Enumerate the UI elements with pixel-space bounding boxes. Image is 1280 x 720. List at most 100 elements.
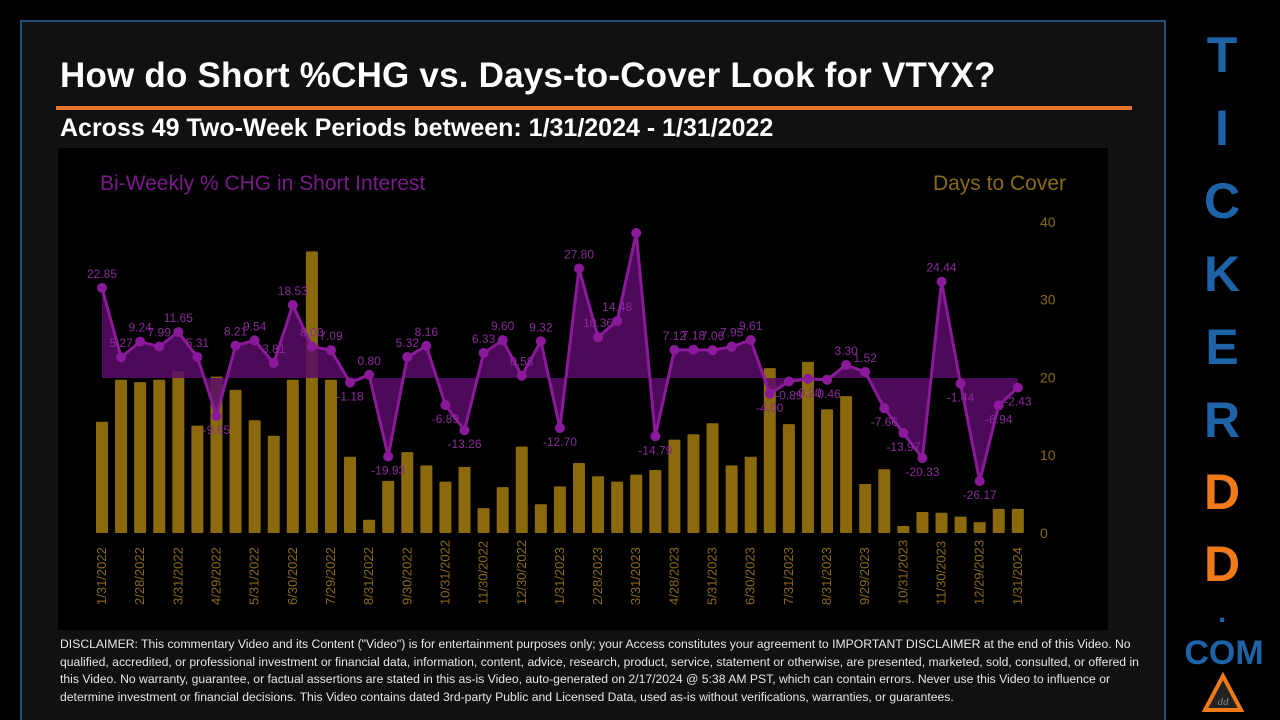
short-chg-point: [764, 388, 775, 399]
short-chg-point: [211, 411, 222, 422]
brand-letter: E: [1205, 319, 1239, 375]
short-chg-data-label: 9.61: [739, 319, 763, 333]
days-to-cover-bar: [744, 456, 757, 533]
days-to-cover-bar: [477, 508, 490, 533]
short-chg-point: [593, 332, 604, 343]
short-chg-point: [497, 335, 508, 346]
days-to-cover-bar: [801, 361, 814, 533]
x-axis-tick: 1/31/2023: [552, 547, 567, 605]
x-axis-tick: 11/30/2022: [476, 541, 491, 605]
short-chg-point: [955, 378, 966, 389]
days-to-cover-bar: [267, 435, 280, 533]
short-chg-point: [726, 341, 737, 352]
short-chg-data-label: 8.00: [300, 325, 324, 339]
short-chg-point: [306, 341, 317, 352]
triangle-logo-icon: dd: [1202, 672, 1244, 712]
days-to-cover-bar: [229, 389, 242, 533]
short-chg-data-label: 7.09: [319, 329, 343, 343]
short-chg-point: [612, 315, 623, 326]
short-chg-data-label: 0.80: [357, 354, 381, 368]
days-to-cover-bar: [344, 456, 357, 533]
short-chg-point: [459, 425, 470, 436]
days-to-cover-bar: [725, 465, 738, 533]
short-chg-data-label: 24.44: [927, 261, 957, 275]
short-chg-data-label: 7.12: [663, 329, 687, 343]
page-subtitle: Across 49 Two-Week Periods between: 1/31…: [60, 114, 774, 142]
page-title: How do Short %CHG vs. Days-to-Cover Look…: [60, 56, 996, 95]
short-chg-data-label: 9.54: [243, 319, 267, 333]
short-chg-point: [631, 228, 642, 239]
x-axis-tick: 10/31/2023: [895, 540, 910, 605]
short-chg-point: [1012, 382, 1023, 393]
short-chg-data-label: -13.97: [886, 440, 920, 454]
short-chg-data-label: 18.53: [278, 284, 308, 298]
days-to-cover-bar: [897, 525, 910, 533]
days-to-cover-bar: [134, 382, 147, 533]
title-divider: [56, 106, 1132, 110]
short-chg-data-label: 7.99: [148, 326, 172, 340]
chart-area: 22.85 5.27 9.24 7.99 11.65 5.31 -9.65 8.21 9.54 3…: [58, 148, 1108, 630]
brand-letter: K: [1203, 246, 1241, 302]
x-axis-tick: 9/30/2022: [399, 547, 414, 605]
x-axis-tick: 3/31/2022: [170, 547, 185, 605]
days-to-cover-bar: [1011, 508, 1024, 533]
short-chg-data-label: 5.27: [109, 336, 133, 350]
brand-dot: .: [1217, 596, 1227, 629]
short-chg-point: [669, 344, 680, 355]
short-chg-point: [383, 451, 394, 462]
days-to-cover-bar: [286, 379, 299, 533]
short-chg-point: [516, 370, 527, 381]
days-to-cover-bar: [878, 469, 891, 533]
days-to-cover-bar: [973, 522, 986, 533]
short-chg-point: [822, 374, 833, 385]
short-chg-data-label: -1.44: [947, 391, 975, 405]
x-axis-tick: 1/31/2022: [94, 547, 109, 605]
short-chg-point: [173, 327, 184, 338]
short-chg-data-label: 10.36: [583, 316, 613, 330]
days-to-cover-bar: [439, 481, 452, 533]
short-chg-point: [97, 282, 107, 293]
short-chg-data-label: -26.17: [963, 488, 997, 502]
short-chg-point: [802, 373, 813, 384]
brand-letter: D: [1203, 464, 1241, 520]
disclaimer-text: DISCLAIMER: This commentary Video and it…: [60, 637, 1139, 704]
x-axis-tick: 9/29/2023: [857, 547, 872, 605]
days-to-cover-bar: [382, 480, 395, 533]
short-chg-point: [574, 263, 584, 274]
brand-letter: R: [1203, 392, 1241, 448]
days-to-cover-bar: [840, 396, 853, 533]
x-axis-tick: 10/31/2022: [437, 540, 452, 605]
short-chg-data-label: -6.94: [985, 412, 1013, 426]
short-chg-point: [745, 335, 756, 346]
short-chg-point: [898, 428, 909, 439]
short-chg-data-label: -4.00: [756, 401, 784, 415]
days-to-cover-bar: [782, 424, 795, 533]
x-axis-tick: 12/29/2023: [972, 540, 987, 605]
short-chg-data-label: -6.89: [432, 412, 460, 426]
days-to-cover-bar: [611, 481, 624, 533]
short-chg-data-label: 8.21: [224, 325, 248, 339]
short-chg-data-label: 0.58: [510, 355, 534, 369]
days-to-cover-bar: [420, 465, 433, 533]
x-axis-tick: 2/28/2023: [590, 547, 605, 605]
short-chg-area: [102, 233, 1018, 482]
days-to-cover-bar: [706, 423, 719, 533]
days-to-cover-bar: [687, 434, 700, 533]
x-axis-tick: 5/31/2022: [247, 547, 262, 605]
days-to-cover-bar: [96, 421, 108, 533]
days-to-cover-bar: [935, 512, 948, 533]
brand-letter: C: [1203, 173, 1241, 229]
short-chg-data-label: 9.32: [529, 320, 553, 334]
days-to-cover-bar: [324, 379, 337, 533]
short-chg-point: [974, 476, 985, 487]
days-to-cover-bar: [954, 516, 967, 533]
short-chg-point: [421, 340, 432, 351]
short-chg-data-label: 6.33: [472, 332, 496, 346]
days-to-cover-bar: [573, 462, 585, 533]
days-to-cover-bar: [305, 251, 318, 533]
short-chg-point: [116, 352, 127, 363]
short-chg-data-label: 7.95: [720, 326, 744, 340]
legend-days-to-cover: Days to Cover: [932, 172, 1066, 195]
short-chg-data-label: -0.89: [775, 389, 803, 403]
